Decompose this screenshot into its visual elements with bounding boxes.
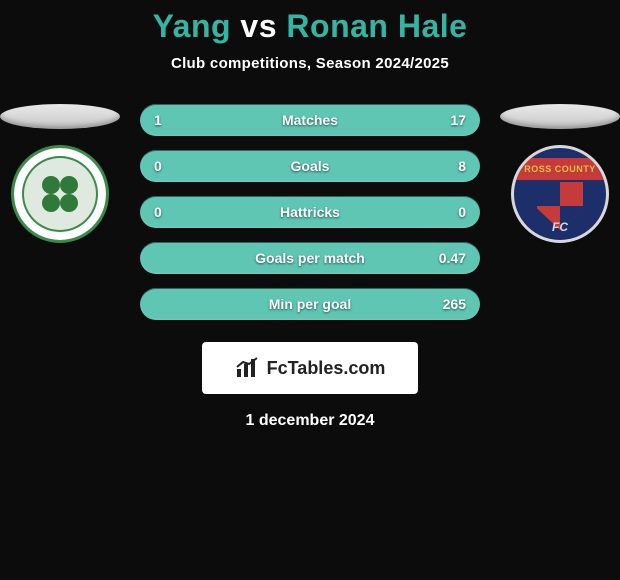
right-side: ROSS COUNTY FC [500, 104, 620, 243]
stat-left-value: 1 [154, 112, 162, 128]
vs-text: vs [240, 8, 277, 44]
left-side [0, 104, 120, 243]
player1-photo-placeholder [0, 104, 120, 129]
stat-row-goals-per-match: Goals per match 0.47 [140, 242, 480, 274]
stat-right-value: 17 [450, 112, 466, 128]
ross-county-fc: FC [514, 220, 606, 234]
stat-row-min-per-goal: Min per goal 265 [140, 288, 480, 320]
stat-right-value: 0 [458, 204, 466, 220]
date-text: 1 december 2024 [0, 412, 620, 430]
stat-label: Min per goal [269, 296, 351, 312]
page-title: Yang vs Ronan Hale [0, 8, 620, 45]
stat-left-value: 0 [154, 158, 162, 174]
stat-right-value: 0.47 [439, 250, 466, 266]
body-row: ROSS COUNTY FC 1 Matches 17 0 Goals 8 0 … [0, 104, 620, 320]
player1-name: Yang [153, 8, 231, 44]
stat-row-hattricks: 0 Hattricks 0 [140, 196, 480, 228]
club-badge-celtic [11, 145, 109, 243]
brand-text: FcTables.com [267, 358, 386, 379]
stat-label: Matches [282, 112, 338, 128]
stat-row-goals: 0 Goals 8 [140, 150, 480, 182]
stat-label: Goals per match [255, 250, 365, 266]
club-badge-ross-county: ROSS COUNTY FC [511, 145, 609, 243]
celtic-clover-icon [40, 174, 80, 214]
ross-county-banner: ROSS COUNTY [511, 158, 609, 180]
stat-label: Goals [291, 158, 330, 174]
bar-chart-icon [235, 357, 261, 379]
fctables-link[interactable]: FcTables.com [202, 342, 418, 394]
stats-list: 1 Matches 17 0 Goals 8 0 Hattricks 0 Goa… [140, 104, 480, 320]
stat-right-value: 8 [458, 158, 466, 174]
stat-left-value: 0 [154, 204, 162, 220]
stat-row-matches: 1 Matches 17 [140, 104, 480, 136]
stat-right-value: 265 [443, 296, 466, 312]
stat-label: Hattricks [280, 204, 340, 220]
comparison-card: Yang vs Ronan Hale Club competitions, Se… [0, 0, 620, 430]
subtitle: Club competitions, Season 2024/2025 [0, 55, 620, 72]
player2-name: Ronan Hale [286, 8, 467, 44]
player2-photo-placeholder [500, 104, 620, 129]
